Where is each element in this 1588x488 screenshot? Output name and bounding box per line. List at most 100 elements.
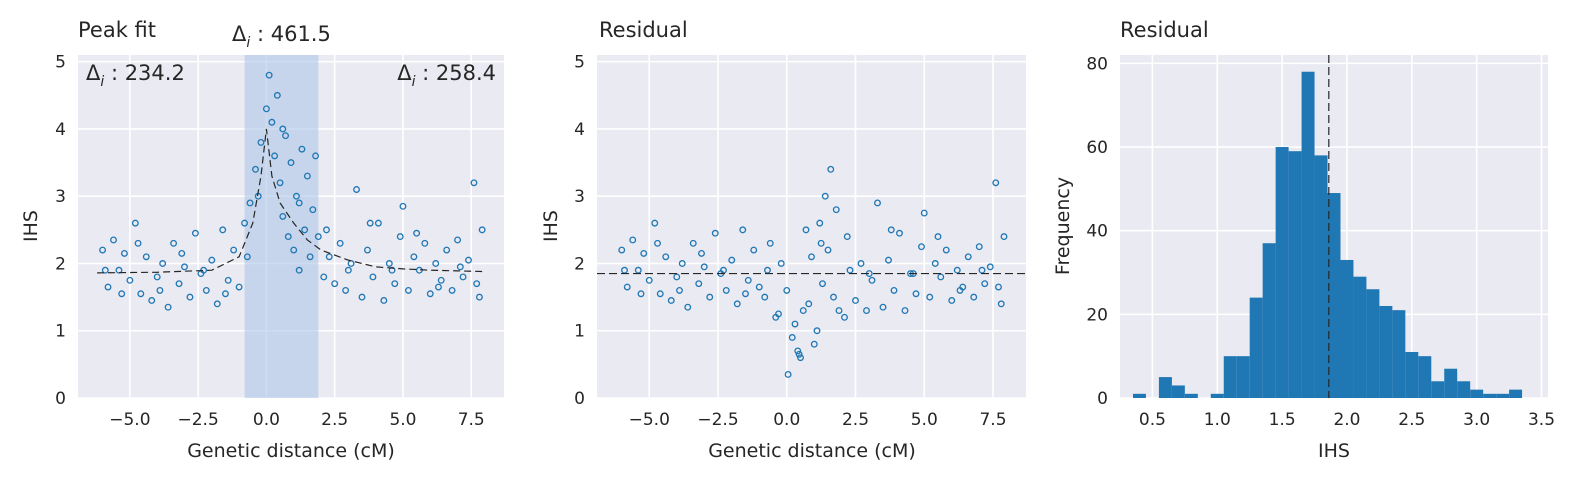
data-point [224, 276, 232, 284]
histogram-bar [1288, 151, 1302, 398]
x-tick-label: 7.5 [458, 410, 485, 430]
data-point [191, 229, 199, 237]
data-point [99, 246, 107, 254]
data-point [336, 239, 344, 247]
histogram-bar [1366, 289, 1380, 398]
data-point [797, 354, 804, 362]
data-point [454, 236, 462, 244]
data-point [410, 253, 418, 261]
data-point [148, 297, 156, 304]
data-point [478, 226, 486, 234]
data-point [700, 263, 708, 271]
data-point [618, 246, 626, 254]
data-point [391, 280, 399, 288]
data-point [808, 253, 815, 261]
x-tick-label: 2.5 [321, 410, 348, 430]
data-point [353, 186, 360, 193]
x-tick-label: −2.5 [178, 410, 219, 430]
histogram-bar [1418, 356, 1432, 398]
data-point [678, 260, 686, 267]
data-point [981, 280, 989, 288]
data-point [385, 260, 393, 267]
y-tick-label: 80 [1086, 54, 1108, 74]
histogram-bar [1405, 351, 1419, 398]
y-tick-label: 40 [1086, 222, 1108, 242]
data-point [323, 226, 330, 234]
panel-residual-scatter-ylabel: IHS [540, 210, 562, 242]
panel-peak-fit-ticks: −5.0 −2.5 0.0 2.5 5.0 7.5 0 1 2 3 4 5 [55, 53, 485, 430]
data-point [153, 273, 161, 281]
data-point [788, 334, 796, 341]
data-point [219, 226, 227, 234]
data-point [629, 236, 637, 244]
y-tick-label: 5 [55, 53, 66, 73]
panel-residual-histogram-ticks: 0.5 1.0 1.5 2.0 2.5 3.0 3.5 0 20 40 60 80 [1086, 54, 1555, 430]
fit-curve-line [97, 128, 485, 274]
data-point [794, 347, 802, 355]
data-point [331, 280, 339, 288]
data-point [684, 303, 692, 311]
histogram-bar [1509, 389, 1523, 398]
y-tick-label: 60 [1086, 138, 1108, 158]
panel-peak-fit-highlight-span [244, 55, 319, 398]
data-point [841, 313, 848, 321]
data-point [293, 192, 300, 200]
data-point [342, 286, 350, 294]
histogram-bar [1171, 385, 1185, 398]
panel-residual-scatter-title: Residual [599, 18, 688, 42]
x-tick-label: 2.5 [1398, 410, 1425, 430]
histogram-bar [1353, 276, 1367, 398]
histogram-bar [1314, 155, 1328, 398]
data-point [312, 152, 320, 160]
data-point [698, 249, 705, 257]
data-point [126, 276, 134, 284]
data-point [295, 266, 303, 274]
data-point [777, 260, 785, 267]
data-point [640, 249, 648, 257]
data-point [830, 293, 837, 301]
data-point [120, 249, 128, 257]
panel-peak-fit: −5.0 −2.5 0.0 2.5 5.0 7.5 0 1 2 3 4 5 Peak fit Gene… [20, 18, 504, 462]
data-point [662, 253, 670, 261]
annotation-symbol: Δ [397, 61, 412, 85]
data-point [110, 236, 117, 244]
panel-residual-scatter-grid [597, 55, 1026, 399]
data-point [448, 286, 456, 294]
y-tick-label: 3 [574, 187, 585, 207]
histogram-bar [1132, 393, 1146, 398]
data-point [115, 266, 123, 274]
data-point [750, 246, 758, 254]
data-point [896, 229, 903, 237]
panel-residual-scatter: −5.0 −2.5 0.0 2.5 5.0 7.5 0 1 2 3 4 5 Residual Gene… [540, 18, 1026, 462]
data-point [711, 229, 719, 237]
x-tick-label: −5.0 [629, 410, 670, 430]
annotation-symbol: Δ [86, 61, 101, 85]
data-point [813, 327, 821, 335]
data-point [942, 246, 950, 254]
panel-peak-fit-points [99, 71, 486, 311]
panel-residual-histogram-title: Residual [1120, 18, 1209, 42]
panel-peak-fit-fit-curve [97, 128, 485, 274]
data-point [230, 246, 238, 254]
data-point [142, 253, 150, 261]
data-point [358, 293, 366, 301]
annotation-subscript: i [100, 74, 104, 90]
data-point [246, 199, 254, 207]
annotation-value: : 461.5 [250, 22, 331, 46]
y-tick-label: 4 [55, 120, 66, 140]
data-point [202, 286, 210, 294]
data-point [465, 256, 472, 264]
data-point [262, 105, 270, 113]
x-tick-label: −5.0 [109, 410, 150, 430]
data-point [832, 206, 840, 214]
data-point [456, 263, 464, 271]
data-point [995, 283, 1002, 291]
histogram-bar [1470, 389, 1484, 398]
data-point [181, 263, 188, 271]
panel-peak-fit-ylabel: IHS [20, 210, 42, 242]
data-point [863, 307, 870, 315]
data-point [918, 243, 925, 251]
data-point [879, 303, 887, 311]
data-point [426, 290, 434, 298]
histogram-bar [1340, 259, 1354, 398]
